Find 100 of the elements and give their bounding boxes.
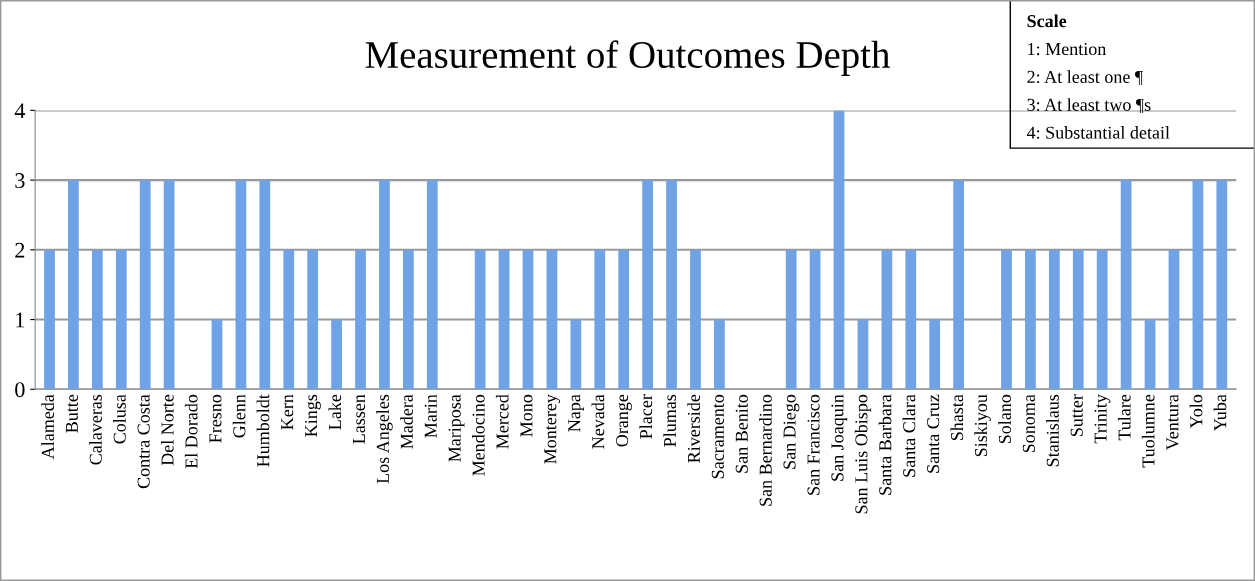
- bar: [1001, 249, 1012, 390]
- bar: [44, 249, 55, 390]
- bar: [139, 180, 151, 390]
- bar: [785, 249, 797, 390]
- bar: [91, 249, 103, 390]
- chart-title: Measurement of Outcomes Depth: [365, 40, 890, 76]
- bar: [666, 180, 677, 390]
- x-tick-label: Mono: [520, 394, 533, 437]
- bar: [211, 319, 223, 390]
- x-tick-label: Stanislaus: [1046, 394, 1059, 467]
- bar: [68, 180, 79, 390]
- bar: [402, 249, 414, 390]
- x-tick-label: Ventura: [1166, 394, 1179, 451]
- x-tick-label: Tuolumne: [1141, 394, 1155, 468]
- x-tick-label: Lassen: [353, 394, 366, 444]
- x-tick-label: Los Angeles: [376, 394, 393, 484]
- bar: [498, 249, 510, 390]
- x-tick-label: Glenn: [232, 394, 246, 438]
- annotation: 4: Substantial detail: [1026, 126, 1170, 139]
- x-tick-label: Yuba: [1213, 394, 1227, 432]
- annotation: 3: At least two ¶s: [1027, 98, 1151, 113]
- x-tick-label: Butte: [65, 394, 78, 433]
- text: 2: At least one ¶: [1027, 70, 1143, 86]
- bar: [235, 180, 247, 390]
- x-tick-label: Solano: [998, 394, 1012, 444]
- bar: [618, 249, 630, 390]
- bar: [522, 249, 534, 390]
- x-tick-label: Lake: [328, 394, 342, 430]
- x-tick-label: Kern: [281, 394, 294, 430]
- x-tick-label: Placer: [639, 394, 653, 439]
- x-tick-label: Calaveras: [89, 394, 102, 465]
- x-tick-label: Mariposa: [448, 394, 465, 462]
- x-tick-label: Mendocino: [471, 394, 485, 476]
- bar: [115, 249, 127, 390]
- bar: [426, 180, 438, 390]
- x-tick-label: Sutter: [1070, 394, 1083, 437]
- bar: [307, 249, 319, 390]
- x-tick-label: San Francisco: [807, 394, 820, 495]
- x-tick-label: Siskiyou: [974, 394, 991, 457]
- bar: [642, 180, 653, 390]
- x-tick-label: Riverside: [687, 394, 700, 463]
- bar: [379, 180, 390, 390]
- y-tick-label: 0: [15, 382, 25, 398]
- x-tick-label: San Luis Obispo: [854, 394, 872, 514]
- bar: [905, 249, 917, 390]
- x-tick-label: Santa Cruz: [927, 394, 940, 473]
- bar: [690, 249, 701, 390]
- y-tick-label: 2: [15, 242, 25, 258]
- x-tick-label: Merced: [495, 394, 509, 449]
- x-tick-label: Marin: [424, 394, 437, 438]
- x-tick-label: Monterey: [544, 394, 561, 464]
- y-tick-label: 4: [14, 103, 26, 119]
- bar: [1144, 319, 1156, 390]
- bar: [163, 180, 175, 390]
- x-tick-label: Sacramento: [711, 394, 724, 479]
- bar: [1168, 249, 1180, 390]
- x-tick-label: Fresno: [209, 394, 222, 443]
- x-tick-label: Del Norte: [160, 394, 174, 466]
- bar: [714, 319, 725, 390]
- bar: [929, 319, 941, 390]
- x-tick-label: Humboldt: [256, 394, 270, 467]
- bar: [1120, 180, 1132, 390]
- x-tick-label: San Joaquin: [831, 394, 848, 481]
- bar: [331, 319, 342, 390]
- x-tick-label: Plumas: [663, 394, 677, 447]
- x-tick-label: Santa Clara: [902, 394, 916, 477]
- x-tick-label: Shasta: [950, 394, 964, 441]
- x-tick-label: Madera: [400, 394, 413, 449]
- bar: [1216, 180, 1228, 390]
- y-tick-label: 3: [15, 173, 25, 189]
- x-tick-label: Tulare: [1117, 394, 1131, 441]
- y-tick-label: 1: [16, 312, 25, 328]
- x-tick-label: San Bernardino: [759, 394, 772, 506]
- x-tick-label: San Diego: [783, 394, 800, 469]
- bar: [546, 249, 558, 390]
- bar: [809, 249, 821, 390]
- bar: [283, 249, 295, 390]
- x-tick-label: Orange: [616, 394, 632, 447]
- x-tick-label: Contra Costa: [137, 394, 150, 489]
- text: Scale: [1027, 14, 1067, 28]
- x-tick-label: El Dorado: [184, 394, 198, 469]
- bar: [833, 110, 845, 390]
- bar: [881, 249, 893, 390]
- x-tick-label: Alameda: [41, 394, 55, 460]
- bar: [1192, 180, 1204, 390]
- bar: [259, 180, 271, 390]
- bar: [1025, 249, 1036, 390]
- bar: [1048, 249, 1060, 390]
- x-tick-label: Trinity: [1094, 394, 1111, 444]
- bar: [594, 249, 606, 390]
- bar: [953, 180, 965, 390]
- x-tick-label: San Benito: [735, 394, 748, 473]
- x-tick-label: Kings: [305, 394, 321, 437]
- bar: [1096, 249, 1108, 390]
- x-tick-label: Sonoma: [1022, 394, 1035, 453]
- x-tick-label: Santa Barbara: [878, 394, 892, 495]
- text: 1: Mention: [1028, 42, 1107, 56]
- x-tick-label: Nevada: [591, 394, 605, 449]
- x-tick-label: Colusa: [113, 394, 126, 444]
- bar: [1072, 249, 1084, 390]
